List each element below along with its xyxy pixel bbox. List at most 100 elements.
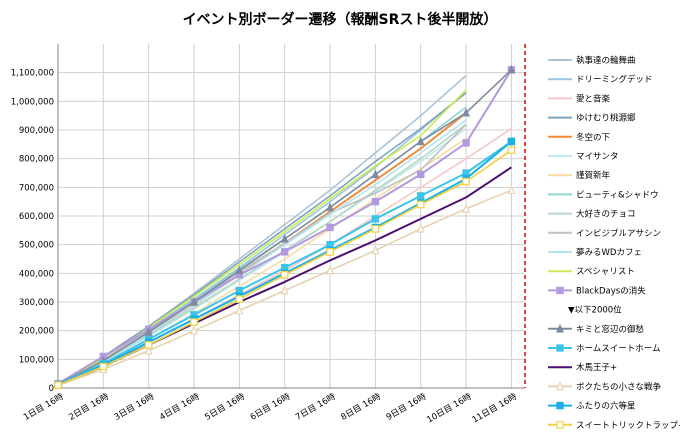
data-point <box>280 285 289 295</box>
data-point <box>371 225 380 233</box>
data-point <box>235 305 244 315</box>
legend-label: 木馬王子+ <box>576 362 617 373</box>
y-tick-label: 1,100,000 <box>11 69 54 79</box>
data-point <box>190 318 198 326</box>
legend-item: キミと窓辺の御愁 <box>548 324 645 335</box>
x-tick-label: 2日目 16時 <box>67 392 111 423</box>
series-3 <box>57 92 467 385</box>
data-point <box>190 297 199 306</box>
legend-label: 愛と音楽 <box>576 93 611 104</box>
data-point <box>235 295 244 303</box>
series-line <box>57 123 467 386</box>
data-point <box>280 234 289 243</box>
data-point <box>144 327 153 336</box>
legend-label: 大好きのチョコ <box>576 209 636 220</box>
legend-label: 冬空の下 <box>576 132 611 143</box>
legend-label: ボクたちの小さな戦争 <box>576 381 662 392</box>
y-tick-label: 900,000 <box>19 126 54 136</box>
y-tick-label: 500,000 <box>19 241 54 251</box>
data-point <box>280 270 289 279</box>
legend-item: 執事達の輪舞曲 <box>548 55 636 66</box>
data-point <box>417 192 425 200</box>
grid-lines <box>57 44 525 389</box>
legend-marker <box>556 286 564 295</box>
data-point <box>371 215 380 223</box>
data-point <box>326 248 334 256</box>
data-point <box>462 107 471 117</box>
data-point <box>144 341 153 349</box>
data-point <box>371 197 380 206</box>
series-1 <box>57 92 467 385</box>
y-tick-label: 600,000 <box>19 212 54 222</box>
legend-item: ゆけむり桃源郷 <box>548 113 636 124</box>
data-point <box>99 362 108 371</box>
x-tick-label: 6日目 16時 <box>249 392 293 423</box>
legend-item: ドリーミングデッド <box>548 74 653 85</box>
legend-item: 木馬王子+ <box>548 362 617 373</box>
series-16 <box>53 185 516 390</box>
data-point <box>507 146 516 154</box>
data-point <box>144 345 153 355</box>
legend-marker <box>555 381 565 391</box>
x-tick-label: 3日目 16時 <box>113 392 157 423</box>
series-9 <box>57 123 467 386</box>
series-line <box>57 92 467 385</box>
y-tick-label: 100,000 <box>19 355 54 365</box>
data-point <box>507 137 516 146</box>
data-point <box>325 265 335 275</box>
x-tick-label: 10日目 16時 <box>425 392 474 426</box>
legend-marker <box>556 323 564 333</box>
data-point <box>416 223 425 233</box>
series-13 <box>54 64 516 388</box>
data-point <box>462 177 470 186</box>
legend-label: スペシャリスト <box>576 267 635 277</box>
y-tick-label: 1,000,000 <box>11 97 54 107</box>
y-tick-label: 300,000 <box>19 298 54 308</box>
data-point <box>461 203 471 213</box>
x-tick-label: 1日目 16時 <box>22 392 66 423</box>
chart-title: イベント別ボーダー遷移（報酬SRスト後半開放） <box>183 11 498 28</box>
x-tick-label: 5日目 16時 <box>203 392 247 423</box>
legend-label: スイートトリックトラップ+ <box>576 421 680 431</box>
y-tick-label: 800,000 <box>19 155 54 165</box>
series-line <box>57 127 467 386</box>
y-tick-label: 200,000 <box>19 327 54 337</box>
legend-marker <box>556 344 564 352</box>
data-point <box>371 169 380 179</box>
x-tick-label: 9日目 16時 <box>385 392 429 423</box>
legend-label: ゆけむり桃源郷 <box>576 113 636 124</box>
legend-divider: ▼以下2000位 <box>568 305 622 316</box>
y-tick-label: 400,000 <box>19 269 54 279</box>
data-point <box>371 245 380 255</box>
legend-item: マイサンタ <box>548 152 619 162</box>
data-point <box>280 248 289 256</box>
legend-label: ふたりの六等星 <box>576 401 636 412</box>
legend-item: BlackDaysの消失 <box>548 285 646 296</box>
data-point <box>507 64 516 74</box>
legend-label: 謹賀新年 <box>576 170 611 181</box>
legend-label: キミと窓辺の御愁 <box>576 324 645 335</box>
data-point <box>189 325 199 335</box>
y-tick-label: 700,000 <box>19 183 54 193</box>
legend-label: 夢みるWDカフェ <box>576 247 642 258</box>
legend-item: ホームスイートホーム <box>548 344 661 354</box>
legend-item: スイートトリックトラップ+ <box>548 421 680 431</box>
data-point <box>54 381 62 389</box>
data-point <box>416 200 425 209</box>
legend-item: スペシャリスト <box>548 267 635 277</box>
data-point <box>326 223 334 232</box>
legend-label: ホームスイートホーム <box>576 344 661 354</box>
data-point <box>462 139 470 147</box>
data-point <box>507 185 516 194</box>
series-line <box>57 74 467 385</box>
legend-item: ふたりの六等星 <box>548 401 636 412</box>
legend-label: ドリーミングデッド <box>576 74 653 85</box>
legend-label: 執事達の輪舞曲 <box>576 55 636 66</box>
legend-item: 愛と音楽 <box>548 93 611 104</box>
data-point <box>326 202 335 212</box>
legend-item: 夢みるWDカフェ <box>548 247 642 258</box>
y-tick-label: 0 <box>49 384 54 394</box>
legend-label: マイサンタ <box>576 152 619 162</box>
legend: 執事達の輪舞曲ドリーミングデッド愛と音楽ゆけむり桃源郷冬空の下マイサンタ謹賀新年… <box>548 55 680 431</box>
